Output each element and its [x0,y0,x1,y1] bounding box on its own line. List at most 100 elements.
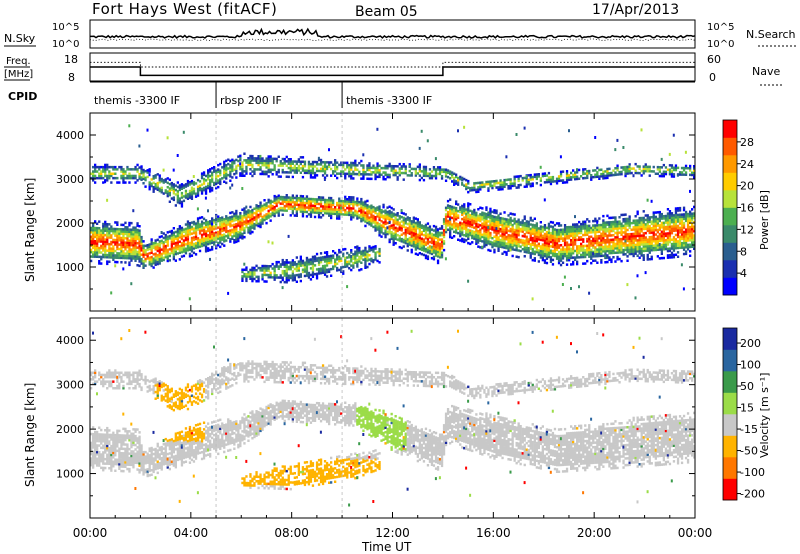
power-cell [644,242,647,246]
power-cell [477,181,480,185]
power-cell [221,236,224,239]
power-cell [410,224,413,227]
power-cell [612,225,615,228]
power-cell [253,159,256,162]
power-cell [519,223,522,226]
power-cell [94,251,97,254]
power-cell [251,159,254,162]
power-cell [152,246,155,249]
power-cell [590,250,593,254]
power-cell [624,233,627,236]
power-cell [632,250,635,253]
power-cell [108,242,111,246]
power-cell [386,175,389,179]
power-cell [606,249,609,253]
power-cell [352,172,355,176]
power-cell [94,253,97,256]
power-cell [352,170,355,174]
power-cell [610,240,613,244]
power-cell [166,194,169,198]
power-cell [122,230,125,233]
power-cell [142,251,145,254]
power-cell [362,177,365,180]
power-cell [279,280,282,284]
power-cell [570,263,573,266]
power-cell [529,184,532,188]
power-cell [598,241,601,244]
power-cell [132,250,135,254]
power-cell [235,238,238,241]
power-cell [416,224,419,228]
power-cell [640,236,643,240]
power-cell [366,168,369,172]
power-cell [295,196,298,200]
power-cell [547,251,551,254]
power-cell [507,185,510,188]
power-cell [172,187,175,191]
power-cell [463,234,466,237]
power-cell [98,172,101,175]
power-cell [501,241,504,244]
power-cell [503,233,506,236]
power-cell [180,205,184,208]
power-cell [350,213,353,217]
power-cell [198,223,202,226]
power-cell [136,233,139,236]
power-cell [646,218,649,222]
power-cell [283,272,286,275]
power-cell [253,170,256,173]
power-cell [428,229,432,233]
power-cell [150,255,153,259]
power-cell [418,243,421,246]
power-cell [209,237,212,241]
power-cell [493,228,496,232]
power-cell [350,177,353,180]
power-cell [424,230,428,233]
power-cell [459,228,462,231]
power-cell [426,226,430,230]
power-cell [406,229,409,232]
power-cell [90,239,93,243]
power-cell [449,229,452,232]
power-cell [233,228,236,231]
power-cell [624,224,627,227]
power-cell [580,227,583,230]
power-cell [186,246,190,250]
power-cell [638,216,641,220]
power-cell [642,225,645,228]
power-cell [152,242,155,245]
power-cell [475,224,478,228]
power-cell [618,257,621,261]
power-cell [231,176,234,179]
power-cell [503,185,506,188]
power-cell [319,216,323,219]
power-cell [616,220,619,224]
power-cell [259,203,262,207]
power-cell [323,211,327,215]
power-cell [628,222,631,225]
power-cell [190,241,194,244]
power-cell [261,159,264,162]
power-cell [608,225,611,228]
power-cell [568,228,571,231]
power-cell [110,234,113,237]
power-cell [303,169,307,172]
power-cell [249,161,252,164]
power-cell [620,244,623,247]
power-cell [430,239,434,242]
power-cell [348,253,351,257]
power-cell [108,249,111,252]
power-cell [378,254,381,257]
power-cell [211,189,214,192]
power-cell [172,196,175,199]
power-cell [632,228,635,231]
power-cell [481,185,484,189]
power-cell [549,220,553,224]
power-cell [334,260,337,264]
power-cell [134,165,137,169]
power-cell [126,245,129,249]
power-cell [491,210,494,214]
power-cell [584,176,587,180]
power-cell [565,232,569,236]
power-cell [225,159,228,163]
